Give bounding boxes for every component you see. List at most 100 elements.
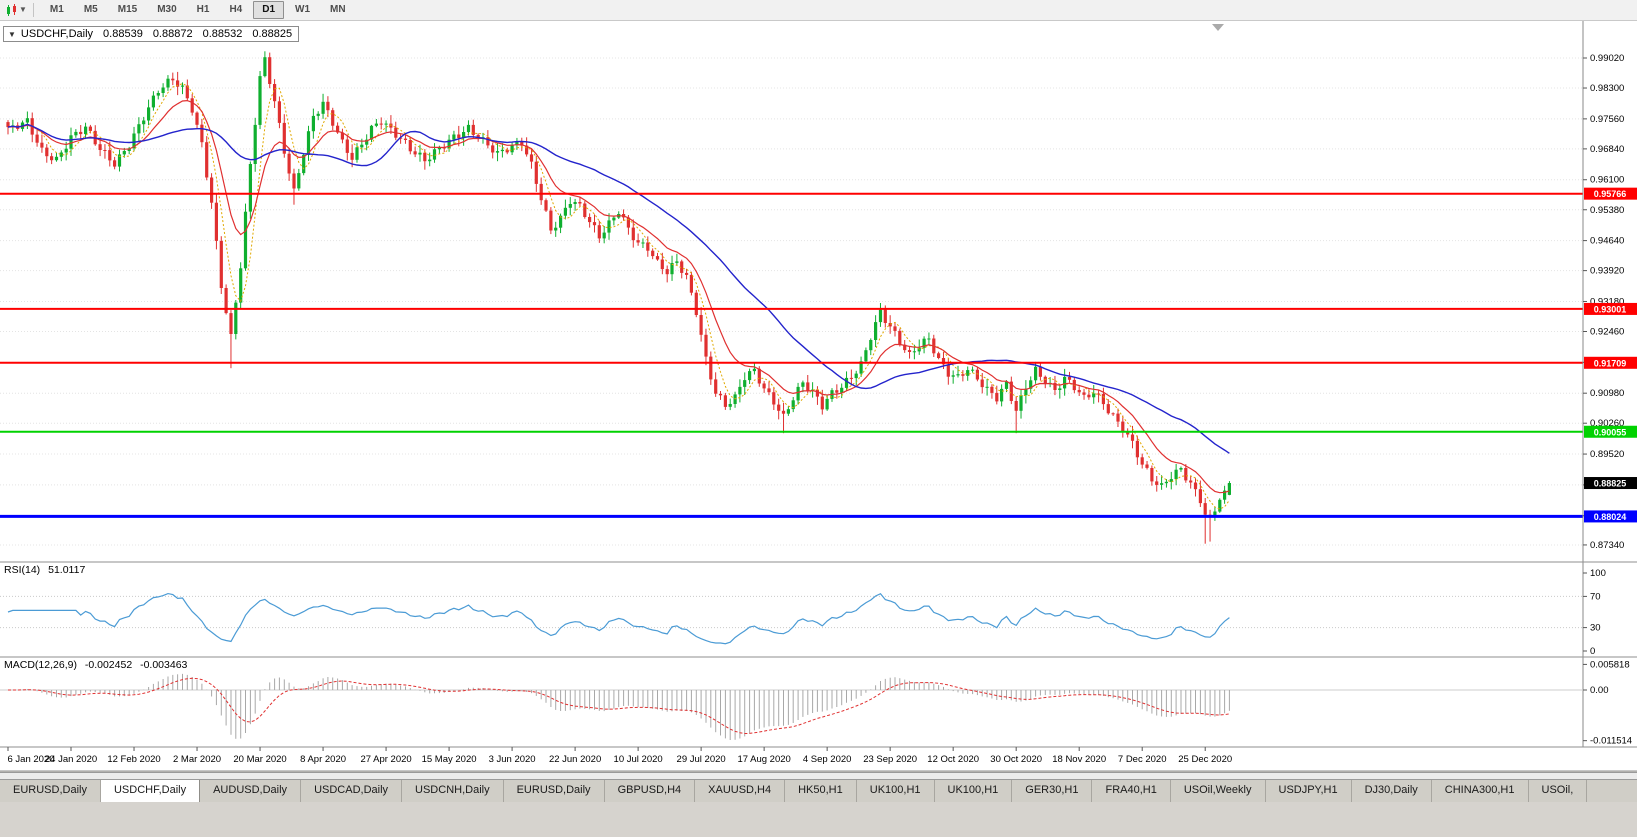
- ohlc-open: 0.88539: [103, 28, 143, 40]
- current-price-tag: [1584, 477, 1637, 490]
- ma-dotted-line: [7, 83, 1230, 510]
- svg-text:0.97560: 0.97560: [1590, 114, 1624, 125]
- chart-tab-usdchf-daily[interactable]: USDCHF,Daily: [100, 780, 201, 802]
- svg-text:30 Oct 2020: 30 Oct 2020: [990, 754, 1042, 765]
- chart-tab-usdcnh-daily[interactable]: USDCNH,Daily: [402, 780, 504, 802]
- chart-shift-marker[interactable]: [1212, 24, 1224, 31]
- svg-text:8 Apr 2020: 8 Apr 2020: [300, 754, 346, 765]
- ma-fast-line: [7, 99, 1230, 494]
- timeframe-m15-button[interactable]: M15: [117, 4, 138, 15]
- svg-text:100: 100: [1590, 568, 1606, 579]
- chart-tab-hk50-h1[interactable]: HK50,H1: [785, 780, 857, 802]
- timeframe-toolbar: ▼ M1 M5 M15 M30 H1 H4 D1 W1 MN: [0, 0, 1637, 21]
- price-axis[interactable]: 0.99020 0.98300 0.97560 0.96840 0.96100 0.953…: [0, 21, 1637, 772]
- svg-text:-0.011514: -0.011514: [1590, 736, 1632, 747]
- timeframe-w1-button[interactable]: W1: [295, 4, 311, 15]
- svg-text:7 Dec 2020: 7 Dec 2020: [1118, 754, 1167, 765]
- svg-text:10 Jul 2020: 10 Jul 2020: [614, 754, 663, 765]
- chart-tab-fra40-h1[interactable]: FRA40,H1: [1092, 780, 1171, 802]
- svg-text:70: 70: [1590, 591, 1601, 602]
- svg-text:0.95766: 0.95766: [1594, 189, 1627, 199]
- macd-indicator-label: MACD(12,26,9) -0.002452 -0.003463: [4, 659, 187, 671]
- svg-text:0.90055: 0.90055: [1594, 427, 1627, 437]
- chart-tab-usoil-weekly[interactable]: USOil,Weekly: [1170, 780, 1266, 802]
- svg-text:20 Mar 2020: 20 Mar 2020: [233, 754, 286, 765]
- timeframe-d1-button[interactable]: D1: [253, 1, 285, 19]
- chart-type-dropdown[interactable]: ▼: [3, 3, 30, 18]
- candles-layer: [6, 51, 1231, 544]
- chart-tab-gbpusd-h4[interactable]: GBPUSD,H4: [604, 780, 696, 802]
- chart-tab-dj30-daily[interactable]: DJ30,Daily: [1351, 780, 1432, 802]
- rsi-name: RSI(14): [4, 564, 41, 576]
- svg-text:0.005818: 0.005818: [1590, 659, 1630, 670]
- timeframe-h4-button[interactable]: H4: [229, 4, 243, 15]
- timeframe-h1-button[interactable]: H1: [196, 4, 210, 15]
- chart-tab-ger30-h1[interactable]: GER30,H1: [1012, 780, 1093, 802]
- chart-tab-uk100-h1[interactable]: UK100,H1: [856, 780, 935, 802]
- svg-text:27 Apr 2020: 27 Apr 2020: [360, 754, 411, 765]
- chart-tab-eurusd-daily[interactable]: EURUSD,Daily: [0, 780, 101, 802]
- svg-text:0.98300: 0.98300: [1590, 83, 1624, 94]
- rsi-value: 51.0117: [48, 564, 86, 576]
- timeframe-m5-button[interactable]: M5: [83, 4, 98, 15]
- svg-text:0.95380: 0.95380: [1590, 205, 1624, 216]
- svg-text:30: 30: [1590, 623, 1601, 634]
- svg-text:0.96840: 0.96840: [1590, 144, 1624, 155]
- chart-tab-usdcad-daily[interactable]: USDCAD,Daily: [301, 780, 403, 802]
- timeframe-mn-button[interactable]: MN: [330, 4, 346, 15]
- svg-text:0: 0: [1590, 646, 1595, 657]
- chart-tab-uk100-h1[interactable]: UK100,H1: [934, 780, 1013, 802]
- chart-tab-usdjpy-h1[interactable]: USDJPY,H1: [1265, 780, 1352, 802]
- chart-symbol: USDCHF,Daily: [20, 28, 94, 40]
- chart-title: ▼ USDCHF,Daily 0.88539 0.88872 0.88532 0…: [3, 26, 300, 42]
- svg-text:4 Sep 2020: 4 Sep 2020: [803, 754, 852, 765]
- collapse-arrow-icon[interactable]: ▼: [8, 29, 16, 39]
- svg-text:18 Nov 2020: 18 Nov 2020: [1052, 754, 1106, 765]
- svg-text:2 Mar 2020: 2 Mar 2020: [173, 754, 221, 765]
- macd-main-value: -0.002452: [84, 659, 133, 671]
- svg-text:15 May 2020: 15 May 2020: [422, 754, 477, 765]
- ohlc-high: 0.88872: [152, 28, 193, 40]
- svg-text:25 Dec 2020: 25 Dec 2020: [1178, 754, 1232, 765]
- svg-text:0.93001: 0.93001: [1594, 304, 1627, 314]
- svg-text:0.90980: 0.90980: [1590, 388, 1624, 399]
- svg-text:0.00: 0.00: [1590, 685, 1609, 696]
- chart-tab-audusd-daily[interactable]: AUDUSD,Daily: [200, 780, 302, 802]
- svg-text:0.96100: 0.96100: [1590, 175, 1624, 186]
- svg-text:0.91709: 0.91709: [1594, 358, 1627, 368]
- chevron-down-icon: ▼: [19, 5, 27, 14]
- svg-text:0.90260: 0.90260: [1590, 418, 1624, 429]
- svg-text:17 Aug 2020: 17 Aug 2020: [737, 754, 790, 765]
- svg-text:0.92460: 0.92460: [1590, 326, 1624, 337]
- rsi-indicator-label: RSI(14) 51.0117: [4, 564, 85, 576]
- rsi-panel: 100 70 30 0: [0, 568, 1606, 657]
- svg-text:0.99020: 0.99020: [1590, 53, 1624, 64]
- toolbar-separator: [32, 3, 34, 17]
- svg-text:0.87340: 0.87340: [1590, 540, 1624, 551]
- horizontal-lines-layer[interactable]: [0, 192, 1583, 518]
- chart-tab-eurusd-daily[interactable]: EURUSD,Daily: [503, 780, 605, 802]
- svg-text:6 Jan 2020: 6 Jan 2020: [7, 754, 54, 765]
- chart-tab-china300-h1[interactable]: CHINA300,H1: [1431, 780, 1529, 802]
- svg-text:0.94640: 0.94640: [1590, 236, 1624, 247]
- ohlc-low: 0.88532: [202, 28, 243, 40]
- chart-tab-xauusd-h4[interactable]: XAUUSD,H4: [695, 780, 786, 802]
- timeframe-m30-button[interactable]: M30: [157, 4, 177, 15]
- timeframe-m1-button[interactable]: M1: [49, 4, 64, 15]
- ohlc-close: 0.88825: [252, 28, 293, 40]
- chart-tab-usoil[interactable]: USOil,: [1528, 780, 1588, 802]
- svg-text:0.88024: 0.88024: [1594, 512, 1627, 522]
- svg-text:24 Jan 2020: 24 Jan 2020: [45, 754, 97, 765]
- chart-tab-bar: EURUSD,Daily USDCHF,Daily AUDUSD,Daily USDC…: [0, 779, 1637, 802]
- horizontal-scrollbar-strip[interactable]: [0, 772, 1637, 780]
- svg-text:0.89520: 0.89520: [1590, 449, 1624, 460]
- status-strip: [0, 801, 1637, 837]
- svg-text:29 Jul 2020: 29 Jul 2020: [677, 754, 726, 765]
- macd-panel: 0.005818 0.00 -0.011514: [0, 659, 1632, 747]
- candlestick-chart-icon: [7, 3, 16, 16]
- svg-text:3 Jun 2020: 3 Jun 2020: [489, 754, 536, 765]
- svg-text:23 Sep 2020: 23 Sep 2020: [863, 754, 917, 765]
- svg-text:0.93180: 0.93180: [1590, 296, 1624, 307]
